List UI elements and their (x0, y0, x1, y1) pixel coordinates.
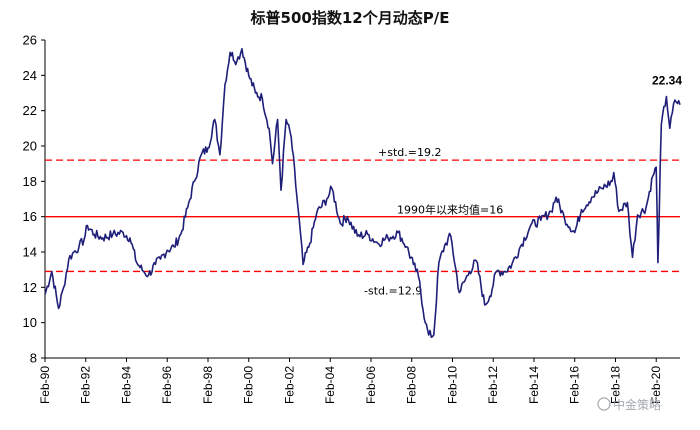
x-tick-label: Feb-18 (608, 366, 622, 404)
y-tick-label: 26 (23, 33, 37, 48)
x-tick-label: Feb-94 (119, 366, 133, 404)
pe-series-line (44, 48, 681, 338)
reference-lines: +std.=19.2 1990年以来均值=16 -std.=12.9 (45, 146, 680, 297)
x-tick-label: Feb-98 (201, 366, 215, 404)
y-tick-label: 10 (23, 315, 37, 330)
last-value-label: 22.34 (652, 74, 682, 88)
x-tick-label: Feb-02 (282, 366, 296, 404)
y-axis: 8 10 12 14 16 18 20 22 24 26 (23, 33, 46, 366)
y-tick-label: 22 (23, 103, 37, 118)
y-tick-label: 16 (23, 209, 37, 224)
x-tick-label: Feb-10 (445, 366, 459, 404)
reference-line-label: +std.=19.2 (378, 146, 441, 159)
y-tick-label: 20 (23, 139, 37, 154)
x-tick-label: Feb-12 (486, 366, 500, 404)
x-tick-label: Feb-16 (568, 366, 582, 404)
x-tick-label: Feb-14 (527, 366, 541, 404)
y-tick-label: 24 (23, 68, 37, 83)
y-tick-label: 12 (23, 280, 37, 295)
reference-line-label: 1990年以来均值=16 (397, 203, 503, 217)
watermark: 中金策略 (597, 397, 661, 412)
x-tick-label: Feb-06 (364, 366, 378, 404)
reference-line-label: -std.=12.9 (364, 284, 422, 297)
y-tick-label: 14 (23, 245, 37, 260)
x-tick-label: Feb-92 (79, 366, 93, 404)
x-tick-label: Feb-04 (323, 366, 337, 404)
x-tick-label: Feb-08 (405, 366, 419, 404)
watermark-text: 中金策略 (613, 397, 661, 412)
x-tick-label: Feb-20 (649, 366, 663, 404)
chart-title: 标普500指数12个月动态P/E (250, 9, 450, 27)
y-tick-label: 18 (23, 174, 37, 189)
wechat-icon (597, 397, 611, 411)
x-tick-label: Feb-90 (38, 366, 52, 404)
y-tick-label: 8 (30, 351, 37, 366)
x-axis: Feb-90 Feb-92 Feb-94 Feb-96 Feb-98 Feb-00 Feb-… (38, 357, 680, 404)
x-tick-label: Feb-96 (160, 366, 174, 404)
x-tick-label: Feb-00 (242, 366, 256, 404)
